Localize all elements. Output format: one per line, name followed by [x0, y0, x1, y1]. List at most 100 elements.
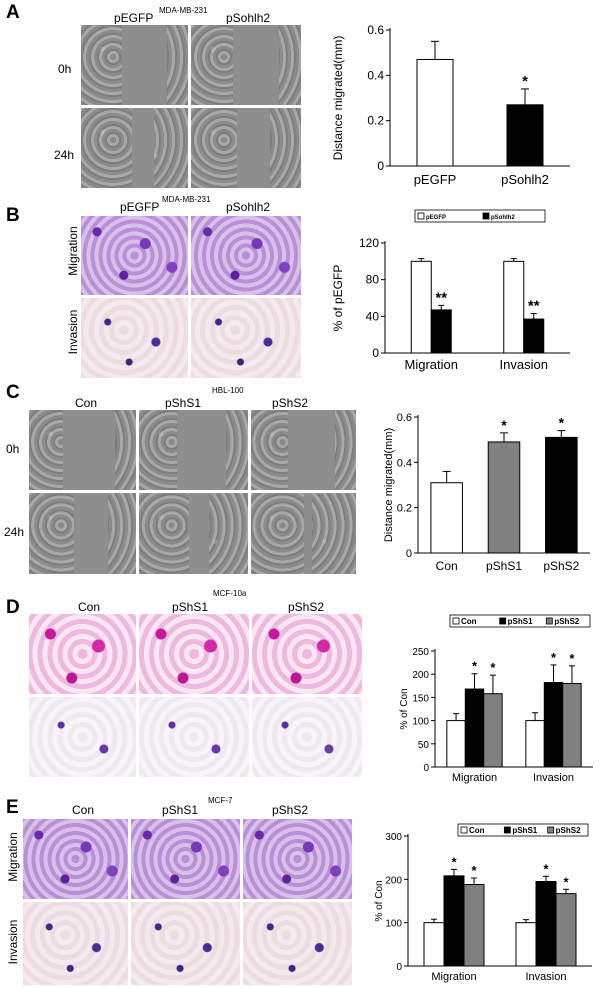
chart-a: 0 0.2 0.4 0.6 Distance migrated(mm) pEGFP * pSo…: [331, 23, 570, 187]
micrograph-a-psohlh2-0h: [190, 24, 302, 106]
micrograph-d-pshs2-top: [251, 613, 363, 695]
y-axis-label-b: % of pEGFP: [331, 265, 345, 332]
y-tick-label-e: 0: [396, 962, 402, 973]
row-label-24h-a: 24h: [54, 148, 75, 162]
micrograph-c-con-0h: [28, 409, 137, 491]
x-tick-label-d: Invasion: [533, 772, 574, 784]
y-tick-label-a: 0.4: [367, 68, 384, 82]
micrograph-a-pegfp-24h: [80, 107, 189, 189]
bar-e: [535, 881, 557, 967]
micrograph-c-pshs1-24h: [138, 492, 249, 575]
bar-e: [555, 893, 577, 967]
y-tick-label-c: 0.4: [397, 457, 412, 469]
significance-mark-e: *: [471, 863, 477, 878]
significance-mark-c: *: [501, 417, 507, 433]
bar-e: [443, 875, 465, 967]
column-label-pshs2-d: pShS2: [288, 600, 325, 614]
legend-swatch-b: [417, 212, 425, 220]
significance-mark-d: *: [551, 650, 557, 665]
legend-label-e: Con: [469, 826, 485, 835]
y-tick-label-d: 150: [412, 693, 429, 704]
micrograph-b-psohlh2-invasion: [190, 297, 302, 379]
panel-label-c: C: [6, 382, 20, 403]
bar-b: [523, 318, 545, 354]
column-label-psohlh2-a: pSohlh2: [226, 11, 271, 25]
x-tick-label-e: Invasion: [526, 971, 567, 983]
y-tick-label-e: 100: [385, 919, 402, 930]
legend-label-b: pEGFP: [426, 215, 446, 221]
bar-e: [423, 922, 445, 967]
bar-d: [543, 682, 564, 768]
x-tick-label-b: Migration: [405, 357, 458, 372]
micrograph-b-pegfp-migration: [80, 215, 189, 296]
bar-d: [525, 720, 545, 768]
significance-mark-a: *: [522, 73, 528, 90]
bar-c: [545, 436, 578, 554]
row-label-0h-a: 0h: [58, 62, 72, 76]
y-tick-label-d: 100: [412, 717, 429, 728]
y-tick-label-a: 0.6: [367, 23, 384, 37]
significance-mark-d: *: [569, 651, 575, 666]
cell-line-label-d: MCF-10a: [213, 589, 247, 598]
column-label-con-e: Con: [72, 803, 95, 817]
bar-a: [506, 104, 544, 167]
chart-d: 0 50 100 150 200 250 % of Con * * Migration * * Inva…: [399, 614, 593, 784]
bar-c: [430, 482, 463, 554]
significance-mark-b: **: [528, 298, 540, 315]
y-tick-label-e: 200: [385, 875, 402, 886]
micrograph-e-con-invasion: [22, 901, 129, 986]
legend-box-b: [414, 209, 546, 223]
legend-swatch-e: [503, 826, 511, 834]
row-label-migration-b: Migration: [66, 226, 80, 276]
row-label-invasion-e: Invasion: [6, 919, 20, 965]
significance-mark-c: *: [559, 415, 565, 431]
x-tick-label-c: Con: [436, 559, 458, 573]
micrograph-c-pshs2-24h: [250, 492, 357, 575]
micrograph-d-pshs2-bottom: [251, 696, 363, 778]
legend-label-e: pShS1: [512, 826, 537, 835]
micrograph-a-psohlh2-24h: [190, 107, 302, 189]
y-tick-label-d: 250: [412, 647, 429, 658]
legend-swatch-e: [547, 826, 555, 834]
bar-c: [487, 441, 521, 554]
significance-mark-e: *: [543, 861, 549, 876]
row-label-migration-e: Migration: [6, 832, 20, 882]
micrograph-c-pshs1-0h: [138, 409, 249, 491]
legend-swatch-d: [452, 617, 460, 625]
legend-swatch-d: [545, 617, 553, 625]
y-axis-label-e: % of Con: [374, 880, 385, 921]
micrograph-d-pshs1-bottom: [138, 696, 250, 778]
significance-mark-d: *: [472, 659, 478, 674]
bar-e: [515, 922, 537, 967]
bar-d: [483, 693, 503, 768]
column-label-pshs1-c: pShS1: [165, 396, 202, 410]
legend-label-d: pShS2: [554, 617, 579, 626]
y-axis-label-d: % of Con: [399, 688, 410, 729]
panel-label-d: D: [6, 597, 20, 618]
significance-mark-e: *: [451, 854, 457, 869]
legend-box-d: [449, 614, 591, 628]
bar-d: [464, 688, 485, 768]
y-tick-label-c: 0.2: [397, 503, 412, 515]
y-tick-label-b: 120: [359, 236, 379, 250]
y-axis-label-c: Distance migrated(mm): [383, 428, 395, 542]
significance-mark-e: *: [563, 874, 569, 889]
micrograph-e-pshs1-invasion: [130, 901, 241, 986]
significance-mark-b: **: [435, 289, 447, 306]
panel-label-a: A: [6, 2, 20, 23]
row-label-24h-c: 24h: [4, 525, 25, 539]
significance-mark-d: *: [490, 660, 496, 675]
column-label-psohlh2-b: pSohlh2: [226, 200, 271, 214]
x-tick-label-e: Migration: [431, 971, 476, 983]
x-tick-label-c: pShS1: [486, 559, 522, 573]
column-label-pshs1-e: pShS1: [162, 803, 199, 817]
column-label-pegfp-b: pEGFP: [120, 200, 160, 214]
x-tick-label-a: pSohlh2: [501, 172, 549, 187]
bar-e: [463, 884, 485, 967]
cell-line-label-e: MCF-7: [208, 796, 233, 805]
legend-swatch-d: [499, 617, 507, 625]
legend-box-e: [457, 823, 589, 837]
micrograph-c-con-24h: [28, 492, 137, 575]
legend-swatch-e: [460, 826, 468, 834]
